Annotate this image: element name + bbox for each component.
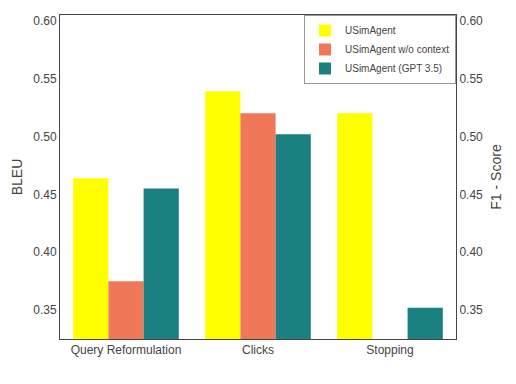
svg-text:USimAgent w/o context: USimAgent w/o context bbox=[345, 44, 449, 55]
svg-text:Clicks: Clicks bbox=[242, 343, 274, 357]
svg-text:0.40: 0.40 bbox=[459, 245, 483, 259]
svg-text:F1 - Score: F1 - Score bbox=[488, 144, 504, 210]
svg-text:USimAgent (GPT 3.5): USimAgent (GPT 3.5) bbox=[345, 63, 442, 74]
svg-text:0.60: 0.60 bbox=[33, 14, 57, 28]
svg-text:USimAgent: USimAgent bbox=[345, 25, 396, 36]
svg-text:0.35: 0.35 bbox=[459, 303, 483, 317]
svg-text:0.55: 0.55 bbox=[459, 72, 483, 86]
svg-text:0.55: 0.55 bbox=[33, 72, 57, 86]
svg-text:Query Reformulation: Query Reformulation bbox=[71, 343, 182, 357]
svg-text:0.50: 0.50 bbox=[33, 130, 57, 144]
svg-text:BLEU: BLEU bbox=[9, 159, 25, 196]
svg-text:0.40: 0.40 bbox=[33, 245, 57, 259]
svg-text:0.45: 0.45 bbox=[459, 188, 483, 202]
svg-text:0.60: 0.60 bbox=[459, 14, 483, 28]
svg-text:0.35: 0.35 bbox=[33, 303, 57, 317]
svg-text:0.45: 0.45 bbox=[33, 188, 57, 202]
svg-text:Stopping: Stopping bbox=[366, 343, 413, 357]
svg-text:0.50: 0.50 bbox=[459, 130, 483, 144]
